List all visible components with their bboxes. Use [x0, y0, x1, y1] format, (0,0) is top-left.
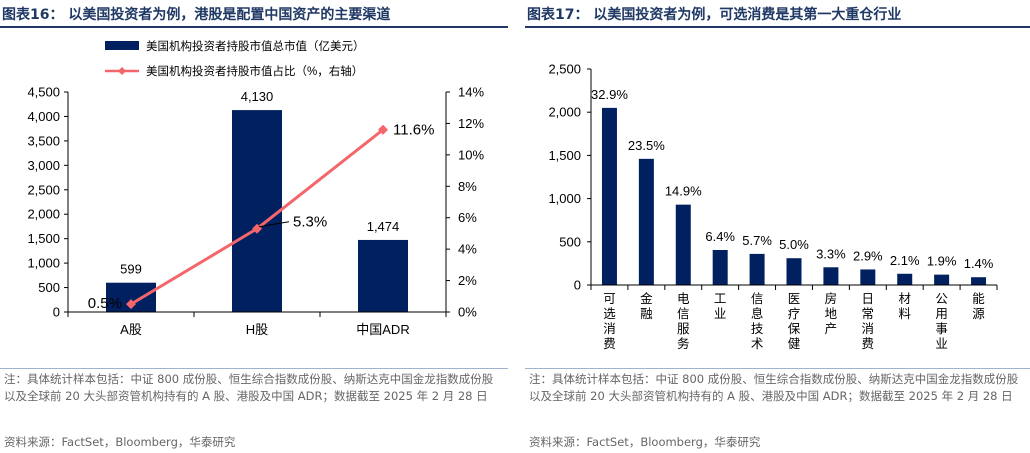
sector-bar: [971, 277, 987, 285]
right-source: 资料来源：FactSet，Bloomberg，华泰研究: [529, 435, 761, 449]
sector-category-label: 信息技术: [751, 292, 764, 351]
right-axis-tick-label: 14%: [458, 85, 484, 100]
share-label-leader: [258, 221, 290, 228]
left-axis-tick-label: 2,000: [27, 207, 60, 222]
left-note-separator: [0, 368, 508, 369]
left-axis-tick-label: 4,000: [27, 109, 60, 124]
y-axis-tick-label: 1,500: [548, 148, 581, 163]
sector-category-label: 电信服务: [677, 292, 690, 351]
sector-bar-label: 2.1%: [890, 253, 920, 268]
left-axis-tick-label: 3,500: [27, 133, 60, 148]
left-axis-tick-label: 3,000: [27, 158, 60, 173]
sector-bar: [823, 267, 839, 285]
market-bar: [232, 110, 282, 312]
sector-bar-label: 23.5%: [628, 138, 665, 153]
right-axis-tick-label: 6%: [458, 210, 477, 225]
chart2-x-axis: 可选消费 金融 电信服务 工业 信息技术 医疗保健 房地产 日常消费 材料 公用事业 能源: [590, 284, 998, 351]
market-category-label: A股: [120, 322, 142, 337]
y-axis-tick-label: 1,000: [548, 191, 581, 206]
sector-bar: [897, 273, 913, 285]
left-axis-tick-label: 1,000: [27, 256, 60, 271]
sector-bar: [786, 258, 802, 285]
right-axis-tick-label: 4%: [458, 242, 477, 257]
left-figure-title: 图表16： 以美国投资者为例，港股是配置中国资产的主要渠道: [2, 7, 391, 23]
chart2-bars: 32.9% 23.5% 14.9% 6.4% 5.7% 5.0% 3.3% 2.9% 2.1% 1…: [591, 87, 994, 285]
sector-bar-label: 14.9%: [665, 184, 702, 199]
right-figure-panel: 图表17： 以美国投资者为例，可选消费是其第一大重仓行业 0 500 1,000 1,…: [525, 0, 1030, 453]
market-bar: [358, 239, 408, 312]
chart2-y-axis: 0 500 1,000 1,500 2,000 2,500: [548, 62, 592, 293]
right-note: 注：具体统计样本包括：中证 800 成份股、恒生综合指数成份股、纳斯达克中国金龙…: [529, 372, 1019, 403]
sector-bar: [601, 107, 617, 285]
right-axis-tick-label: 2%: [458, 273, 477, 288]
chart1-right-axis: 0% 2% 4% 6% 8% 10% 12% 14%: [445, 85, 484, 320]
sector-bar: [749, 253, 765, 285]
right-axis-tick-label: 0%: [458, 305, 477, 320]
market-category-label: 中国ADR: [356, 322, 409, 337]
y-axis-tick-label: 2,500: [548, 62, 581, 77]
sector-bar: [638, 158, 654, 285]
sector-bar-label: 32.9%: [591, 87, 628, 102]
sector-category-label: 可选消费: [603, 292, 616, 351]
y-axis-tick-label: 2,000: [548, 105, 581, 120]
left-note: 注：具体统计样本包括：中证 800 成份股、恒生综合指数成份股、纳斯达克中国金龙…: [4, 372, 494, 403]
right-title-bar: 图表17： 以美国投资者为例，可选消费是其第一大重仓行业: [525, 0, 1030, 28]
sector-bar-label: 1.9%: [927, 254, 957, 269]
legend-bar-label: 美国机构投资者持股市值总市值（亿美元）: [146, 39, 365, 53]
sector-bar: [675, 204, 691, 285]
sector-bar: [860, 269, 876, 285]
left-axis-tick-label: 0: [53, 305, 60, 320]
chart1-left-axis: 0 500 1,000 1,500 2,000 2,500 3,000 3,500 4,000 4…: [27, 85, 69, 320]
sector-bar-label: 5.0%: [779, 237, 809, 252]
sector-category-label: 日常消费: [862, 292, 875, 351]
chart1-x-axis: A股 H股 中国ADR: [67, 311, 447, 337]
share-line-marker: [378, 124, 388, 135]
sector-bar-label: 3.3%: [816, 246, 846, 261]
chart1-legend: 美国机构投资者持股市值总市值（亿美元） 美国机构投资者持股市值占比（%，右轴）: [105, 39, 365, 78]
right-axis-tick-label: 12%: [458, 116, 484, 131]
left-axis-tick-label: 500: [38, 280, 60, 295]
sector-category-label: 金融: [640, 291, 653, 321]
legend-line-label: 美国机构投资者持股市值占比（%，右轴）: [146, 64, 363, 78]
chart1-line-series: 0.5% 5.3% 11.6%: [88, 122, 435, 312]
share-line-label: 0.5%: [88, 295, 122, 312]
right-axis-tick-label: 10%: [458, 147, 484, 162]
sector-bar-label: 2.9%: [853, 248, 883, 263]
right-axis-tick-label: 8%: [458, 179, 477, 194]
left-axis-tick-label: 4,500: [27, 85, 60, 100]
sector-bar: [712, 250, 728, 285]
share-line-label: 11.6%: [393, 122, 434, 139]
left-axis-tick-label: 2,500: [27, 182, 60, 197]
legend-line-marker: [118, 67, 126, 75]
legend-bar-swatch: [105, 41, 139, 50]
chart1-bars: 599 4,130 1,474: [106, 89, 408, 312]
market-bar-label: 4,130: [241, 89, 274, 104]
share-line-label: 5.3%: [293, 214, 327, 231]
market-bar-label: 599: [120, 262, 142, 277]
left-axis-tick-label: 1,500: [27, 231, 60, 246]
sector-category-label: 能源: [972, 292, 985, 321]
sector-category-label: 工业: [714, 292, 727, 321]
right-note-separator: [525, 368, 1030, 369]
sector-bar-label: 5.7%: [742, 233, 772, 248]
market-category-label: H股: [246, 322, 268, 337]
sector-category-label: 材料: [898, 292, 911, 321]
sector-bar-label: 6.4%: [705, 229, 735, 244]
sector-category-label: 公用事业: [935, 292, 948, 351]
holdings-by-market-chart: 美国机构投资者持股市值总市值（亿美元） 美国机构投资者持股市值占比（%，右轴） …: [27, 39, 484, 337]
sector-weight-chart: 0 500 1,000 1,500 2,000 2,500 32.9% 23.5% 14.9%…: [548, 62, 998, 351]
left-figure-panel: 图表16： 以美国投资者为例，港股是配置中国资产的主要渠道 美国机构投资者持股市…: [0, 0, 508, 453]
sector-category-label: 医疗保健: [788, 292, 801, 351]
left-title-bar: 图表16： 以美国投资者为例，港股是配置中国资产的主要渠道: [0, 0, 508, 28]
sector-bar: [934, 274, 950, 285]
sector-category-label: 房地产: [825, 291, 838, 336]
market-bar-label: 1,474: [367, 219, 400, 234]
y-axis-tick-label: 0: [574, 278, 581, 293]
y-axis-tick-label: 500: [559, 234, 581, 249]
sector-bar-label: 1.4%: [964, 256, 994, 271]
left-source: 资料来源：FactSet，Bloomberg，华泰研究: [4, 435, 236, 449]
share-line-marker: [126, 299, 136, 310]
right-figure-title: 图表17： 以美国投资者为例，可选消费是其第一大重仓行业: [527, 7, 902, 23]
